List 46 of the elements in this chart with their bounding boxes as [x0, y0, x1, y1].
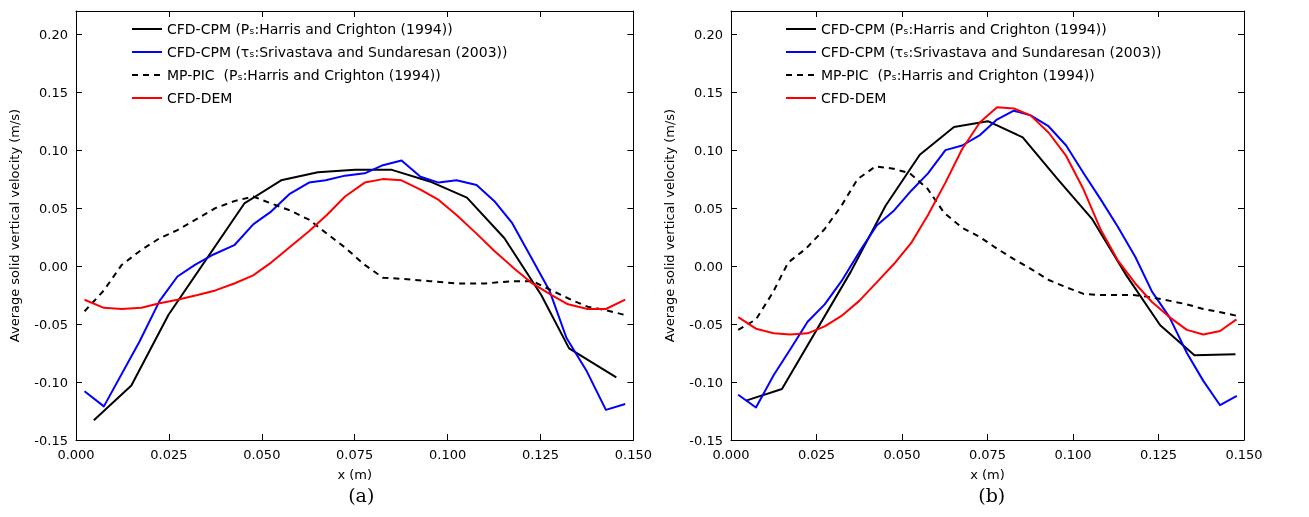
text: (a) — [348, 483, 375, 506]
y-tick-label: 0.15 — [39, 84, 68, 100]
y-tick-label: 0.10 — [693, 142, 723, 158]
y-tick-label: -0.15 — [688, 432, 723, 448]
x-tick-label: 0.025 — [150, 447, 188, 462]
y-tick-label: -0.10 — [34, 374, 68, 390]
legend-label: MP-PIC (Pₛ:Harris and Crighton (1994)) — [167, 67, 441, 83]
x-tick-label: 0.050 — [882, 447, 921, 462]
y-tick-label: -0.05 — [34, 316, 68, 332]
x-tick-label: 0.000 — [711, 447, 750, 462]
legend-label: CFD-CPM (τₛ:Srivastava and Sundaresan (2003)) — [820, 44, 1161, 60]
x-tick-label: 0.025 — [797, 447, 835, 462]
line-series — [83, 178, 627, 310]
y-tick-label: 0.10 — [39, 142, 68, 158]
legend-label: MP-PIC (Pₛ:Harris and Crighton (1994)) — [820, 67, 1095, 83]
x-tick-label: 0.100 — [428, 447, 467, 462]
y-axis-title: Average solid vertical velocity (m/s) — [7, 108, 22, 343]
y-tick-label: 0.05 — [39, 200, 68, 216]
y-tick-label: 0.20 — [39, 26, 68, 42]
x-tick-label: 0.125 — [521, 447, 560, 462]
x-tick-label: 0.150 — [614, 447, 652, 462]
legend-label: CFD-DEM — [820, 90, 886, 106]
x-tick-label: 0.075 — [336, 447, 374, 462]
x-tick-label: 0.000 — [57, 447, 95, 462]
x-tick-label: 0.125 — [1139, 447, 1177, 462]
y-tick-label: 0.05 — [693, 200, 723, 216]
x-tick-label: 0.150 — [1224, 447, 1263, 462]
y-tick-label: 0.20 — [693, 26, 723, 42]
y-tick-label: 0.15 — [693, 84, 723, 100]
text: (b) — [977, 483, 1005, 506]
legend-label: CFD-CPM (Pₛ:Harris and Crighton (1994)) — [820, 21, 1107, 37]
y-axis-title: Average solid vertical velocity (m/s) — [661, 108, 677, 343]
y-tick-label: 0.00 — [39, 258, 68, 274]
y-tick-label: -0.10 — [688, 374, 723, 390]
legend-label: CFD-DEM — [167, 90, 233, 106]
y-tick-label: 0.00 — [693, 258, 723, 274]
legend-label: CFD-CPM (Pₛ:Harris and Crighton (1994)) — [167, 21, 453, 37]
y-tick-label: -0.05 — [688, 316, 723, 332]
x-tick-label: 0.075 — [968, 447, 1006, 462]
x-tick-label: 0.050 — [243, 447, 281, 462]
x-tick-label: 0.100 — [1053, 447, 1092, 462]
line-series — [736, 106, 1237, 336]
legend-label: CFD-CPM (τₛ:Srivastava and Sundaresan (2003)) — [167, 44, 508, 60]
y-tick-label: -0.15 — [34, 432, 68, 448]
x-axis-title: x (m) — [337, 467, 373, 482]
x-axis-title: x (m) — [969, 467, 1005, 482]
